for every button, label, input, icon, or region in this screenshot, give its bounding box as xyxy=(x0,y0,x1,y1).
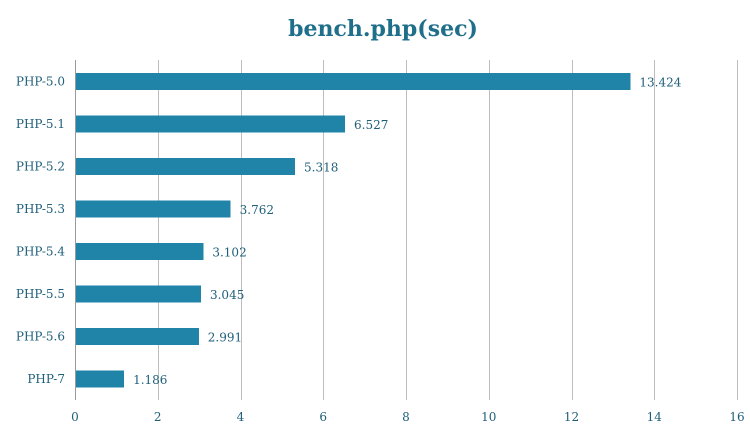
x-tick-label-6: 6 xyxy=(319,410,327,424)
x-tick-label-8: 8 xyxy=(402,410,410,424)
data-label-PHP-7: 1.186 xyxy=(133,373,167,387)
data-label-PHP-5.3: 3.762 xyxy=(240,203,274,217)
category-label-PHP-5.3: PHP-5.3 xyxy=(16,202,65,216)
bar-PHP-5.4 xyxy=(76,242,204,260)
x-tick-label-2: 2 xyxy=(154,410,162,424)
bar-PHP-5.6 xyxy=(76,327,199,345)
category-label-PHP-5.1: PHP-5.1 xyxy=(16,117,65,131)
bar-PHP-5.5 xyxy=(76,285,201,303)
category-label-PHP-5.5: PHP-5.5 xyxy=(16,287,65,301)
category-label-PHP-5.4: PHP-5.4 xyxy=(16,244,65,258)
grid-lines xyxy=(75,60,738,400)
data-label-PHP-5.1: 6.527 xyxy=(354,118,388,132)
bar-PHP-5.3 xyxy=(76,200,231,218)
bar-PHP-5.1 xyxy=(76,115,346,133)
bars xyxy=(76,72,631,388)
category-label-PHP-5.2: PHP-5.2 xyxy=(16,159,65,173)
category-label-PHP-7: PHP-7 xyxy=(27,372,65,386)
x-tick-label-16: 16 xyxy=(729,410,744,424)
data-label-PHP-5.0: 13.424 xyxy=(639,75,681,89)
x-tick-label-14: 14 xyxy=(647,410,663,424)
data-label-PHP-5.4: 3.102 xyxy=(212,245,246,259)
x-axis-tick-labels: 0 2 4 6 8 10 12 14 16 xyxy=(71,410,744,424)
data-labels: 13.424 6.527 5.318 3.762 3.102 3.045 2.991 1.18… xyxy=(133,75,682,387)
category-label-PHP-5.6: PHP-5.6 xyxy=(16,329,65,343)
bar-PHP-7 xyxy=(76,370,125,388)
x-tick-label-12: 12 xyxy=(564,410,579,424)
bar-PHP-5.0 xyxy=(76,72,631,90)
category-labels: PHP-5.0 PHP-5.1 PHP-5.2 PHP-5.3 PHP-5.4 PHP-5… xyxy=(16,74,65,386)
x-tick-label-4: 4 xyxy=(237,410,245,424)
chart-title: bench.php(sec) xyxy=(288,16,478,42)
data-label-PHP-5.6: 2.991 xyxy=(208,330,242,344)
x-tick-label-10: 10 xyxy=(481,410,496,424)
data-label-PHP-5.5: 3.045 xyxy=(210,288,244,302)
data-label-PHP-5.2: 5.318 xyxy=(304,160,338,174)
category-label-PHP-5.0: PHP-5.0 xyxy=(16,74,65,88)
x-tick-label-0: 0 xyxy=(71,410,79,424)
bar-PHP-5.2 xyxy=(76,157,296,175)
